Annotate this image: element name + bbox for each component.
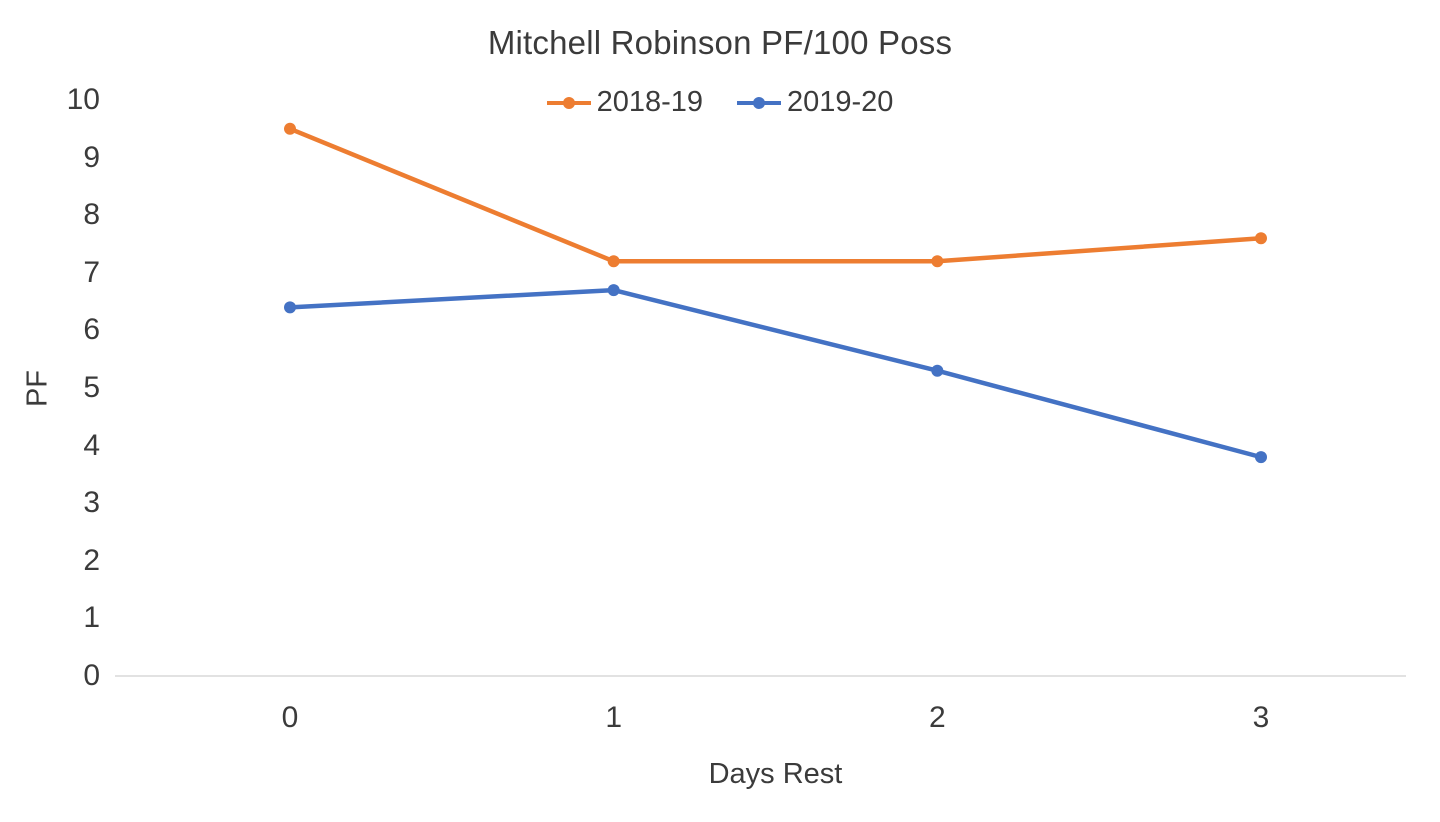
y-tick-label: 7 [83, 255, 100, 289]
x-axis-title: Days Rest [708, 758, 843, 790]
data-point-2019-20-0 [284, 301, 296, 314]
y-axis-title: PF [21, 369, 54, 408]
y-tick-label: 5 [83, 371, 100, 404]
legend-label: 2019-20 [787, 86, 894, 118]
y-tick-label: 4 [83, 428, 100, 462]
y-tick-label: 2 [83, 543, 100, 577]
chart-legend: 2018-19 2019-20 [0, 86, 1440, 119]
data-point-2019-20-3 [1255, 451, 1267, 464]
legend-item-2019-20: 2019-20 [737, 86, 893, 119]
x-tick-label: 3 [1252, 701, 1270, 734]
x-tick-label: 0 [281, 701, 299, 734]
y-tick-label: 10 [66, 83, 100, 116]
data-point-2019-20-1 [607, 284, 620, 297]
series-line-2018-19 [287, 126, 1264, 264]
legend-item-2018-19: 2018-19 [546, 86, 703, 119]
y-tick-label: 6 [83, 313, 100, 347]
data-point-2018-19-2 [931, 255, 944, 268]
y-tick-label: 8 [83, 198, 100, 232]
y-tick-label: 9 [83, 140, 100, 174]
legend-label: 2018-19 [596, 86, 703, 118]
data-point-2018-19-3 [1255, 232, 1267, 245]
series-line-2019-20 [287, 287, 1264, 460]
chart-title: Mitchell Robinson PF/100 Poss [487, 24, 953, 61]
y-tick-label: 1 [83, 601, 100, 635]
y-tick-label: 0 [83, 659, 100, 692]
data-point-2019-20-2 [931, 364, 944, 377]
data-point-2018-19-1 [607, 255, 620, 268]
x-tick-label: 1 [605, 701, 622, 734]
legend-line-marker-icon [737, 96, 781, 110]
legend-line-marker-icon [546, 96, 591, 110]
x-tick-label: 2 [928, 701, 946, 734]
y-tick-label: 3 [83, 486, 100, 520]
data-point-2018-19-0 [284, 122, 296, 135]
